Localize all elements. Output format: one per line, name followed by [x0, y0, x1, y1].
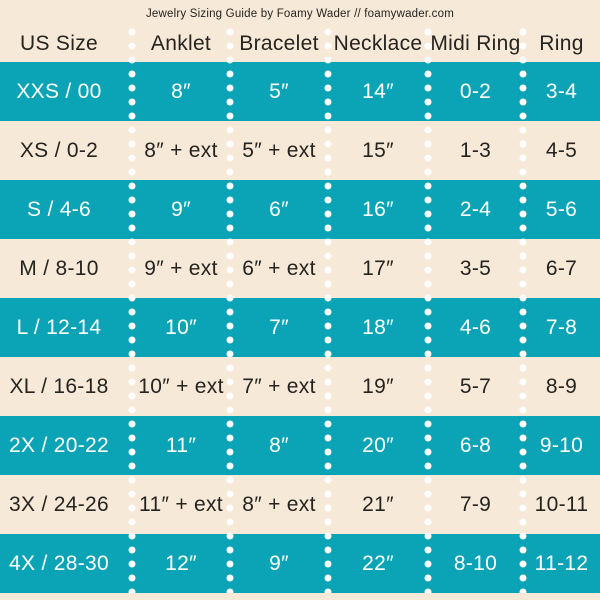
cell-midi-ring: 0-2 — [459, 79, 492, 103]
table-header: US Size Anklet Bracelet Necklace Midi Ri… — [0, 26, 600, 62]
table-row: S / 4-6 9″ 6″ 16″ 2-4 5-6 — [0, 180, 600, 239]
cell-ring: 5-6 — [545, 197, 578, 221]
cell-anklet: 10″ — [165, 315, 197, 339]
cell-necklace: 17″ — [362, 256, 394, 280]
cell-ring: 3-4 — [545, 79, 578, 103]
cell-midi-ring: 6-8 — [459, 433, 492, 457]
cell-anklet: 8″ — [171, 79, 191, 103]
cell-bracelet: 5″ — [269, 79, 289, 103]
cell-bracelet: 6″ — [269, 197, 289, 221]
cell-anklet: 10″ + ext — [138, 374, 224, 398]
cell-necklace: 14″ — [362, 79, 394, 103]
column-header-us-size: US Size — [20, 32, 98, 55]
cell-necklace: 20″ — [362, 433, 394, 457]
page-title: Jewelry Sizing Guide by Foamy Wader // f… — [145, 8, 454, 20]
cell-bracelet: 5″ + ext — [242, 138, 316, 162]
table-row: XXS / 00 8″ 5″ 14″ 0-2 3-4 — [0, 62, 600, 121]
cell-us-size: 4X / 28-30 — [9, 551, 109, 575]
cell-anklet: 12″ — [165, 551, 197, 575]
cell-ring: 4-5 — [545, 138, 578, 162]
column-header-midi-ring: Midi Ring — [430, 32, 521, 55]
cell-necklace: 21″ — [362, 492, 394, 516]
cell-midi-ring: 2-4 — [459, 197, 492, 221]
column-header-ring: Ring — [539, 32, 584, 55]
cell-us-size: 2X / 20-22 — [9, 433, 109, 457]
cell-anklet: 11″ — [165, 433, 197, 457]
cell-midi-ring: 7-9 — [459, 492, 492, 516]
cell-us-size: XXS / 00 — [16, 79, 102, 103]
cell-midi-ring: 8-10 — [453, 551, 498, 575]
cell-midi-ring: 3-5 — [459, 256, 492, 280]
cell-anklet: 8″ + ext — [144, 138, 218, 162]
cell-bracelet: 8″ + ext — [242, 492, 316, 516]
cell-ring: 11-12 — [534, 551, 589, 575]
cell-midi-ring: 5-7 — [459, 374, 492, 398]
cell-midi-ring: 4-6 — [459, 315, 492, 339]
cell-necklace: 22″ — [362, 551, 394, 575]
cell-ring: 10-11 — [534, 492, 589, 516]
table-row: 2X / 20-22 11″ 8″ 20″ 6-8 9-10 — [0, 416, 600, 475]
table-row: XL / 16-18 10″ + ext 7″ + ext 19″ 5-7 8-… — [0, 357, 600, 416]
cell-bracelet: 7″ — [269, 315, 289, 339]
cell-us-size: L / 12-14 — [16, 315, 102, 339]
cell-ring: 8-9 — [545, 374, 578, 398]
cell-bracelet: 9″ — [269, 551, 289, 575]
table-row: 3X / 24-26 11″ + ext 8″ + ext 21″ 7-9 10… — [0, 475, 600, 534]
cell-us-size: S / 4-6 — [27, 197, 91, 221]
column-header-necklace: Necklace — [333, 32, 423, 55]
cell-necklace: 16″ — [362, 197, 394, 221]
cell-bracelet: 8″ — [269, 433, 289, 457]
cell-ring: 6-7 — [545, 256, 578, 280]
cell-ring: 9-10 — [539, 433, 584, 457]
cell-us-size: XL / 16-18 — [9, 374, 109, 398]
table-row: 4X / 28-30 12″ 9″ 22″ 8-10 11-12 — [0, 534, 600, 593]
cell-bracelet: 7″ + ext — [242, 374, 316, 398]
cell-us-size: XS / 0-2 — [19, 138, 99, 162]
cell-necklace: 15″ — [362, 138, 394, 162]
cell-bracelet: 6″ + ext — [242, 256, 316, 280]
cell-midi-ring: 1-3 — [459, 138, 492, 162]
cell-ring: 7-8 — [545, 315, 578, 339]
cell-us-size: 3X / 24-26 — [9, 492, 109, 516]
cell-us-size: M / 8-10 — [19, 256, 99, 280]
table-row: L / 12-14 10″ 7″ 18″ 4-6 7-8 — [0, 298, 600, 357]
table-row: XS / 0-2 8″ + ext 5″ + ext 15″ 1-3 4-5 — [0, 121, 600, 180]
cell-anklet: 9″ — [171, 197, 191, 221]
cell-anklet: 11″ + ext — [139, 492, 223, 516]
column-header-bracelet: Bracelet — [239, 32, 319, 55]
column-header-anklet: Anklet — [150, 32, 212, 55]
cell-necklace: 19″ — [362, 374, 394, 398]
cell-necklace: 18″ — [362, 315, 394, 339]
cell-anklet: 9″ + ext — [144, 256, 218, 280]
table-row: M / 8-10 9″ + ext 6″ + ext 17″ 3-5 6-7 — [0, 239, 600, 298]
